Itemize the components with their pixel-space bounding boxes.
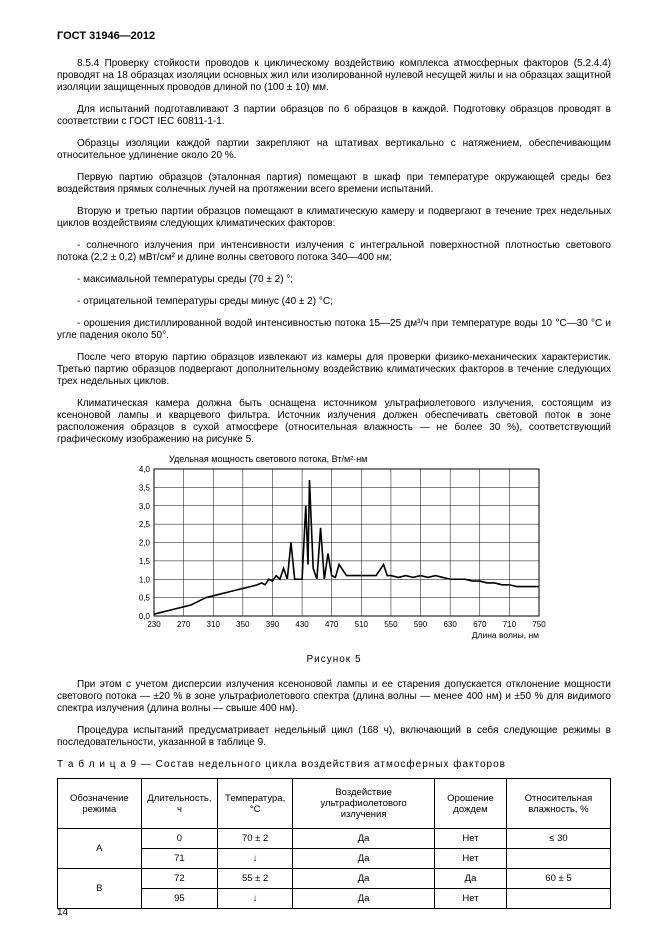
table-header: Относительная влажность, % (506, 779, 610, 829)
svg-text:430: 430 (295, 620, 309, 629)
table-title: Т а б л и ц а 9 — Состав недельного цикл… (57, 759, 611, 770)
svg-text:2,5: 2,5 (139, 520, 151, 529)
paragraph: После чего вторую партию образцов извлек… (57, 352, 611, 388)
table-row: 95↓ДаНет (58, 889, 611, 909)
paragraph: Климатическая камера должна быть оснащен… (57, 398, 611, 446)
table-header: Длительность, ч (141, 779, 218, 829)
paragraph: Вторую и третью партии образцов помещают… (57, 206, 611, 230)
paragraph: Процедура испытаний предусматривает неде… (57, 725, 611, 749)
svg-text:470: 470 (325, 620, 339, 629)
svg-text:590: 590 (414, 620, 428, 629)
svg-text:230: 230 (147, 620, 161, 629)
svg-text:Длина волны, нм: Длина волны, нм (472, 630, 539, 640)
svg-text:3,0: 3,0 (139, 502, 151, 511)
table-header: Обозначение режима (58, 779, 142, 829)
paragraph: При этом с учетом дисперсии излучения кс… (57, 679, 611, 715)
chart-container: Удельная мощность светового потока, Вт/м… (119, 454, 549, 665)
svg-text:350: 350 (236, 620, 250, 629)
paragraph: - максимальной температуры среды (70 ± 2… (57, 274, 611, 286)
svg-text:1,5: 1,5 (139, 557, 151, 566)
table-row: А070 ± 2ДаНет≤ 30 (58, 829, 611, 849)
body-text-2: При этом с учетом дисперсии излучения кс… (57, 679, 611, 749)
paragraph: Для испытаний подготавливают 3 партии об… (57, 104, 611, 128)
spectrum-chart: 230 270 310 350 390 430 470 510 550 590 630 670 710 7… (119, 464, 549, 644)
paragraph: Образцы изоляции каждой партии закрепляю… (57, 138, 611, 162)
svg-text:270: 270 (177, 620, 191, 629)
svg-text:630: 630 (443, 620, 457, 629)
svg-text:0,0: 0,0 (139, 612, 151, 621)
svg-text:2,0: 2,0 (139, 539, 151, 548)
table-row: 71↓ДаНет (58, 849, 611, 869)
table-row: B7255 ± 2ДаДа60 ± 5 (58, 869, 611, 889)
svg-text:750: 750 (532, 620, 546, 629)
doc-header: ГОСТ 31946—2012 (57, 30, 611, 42)
page-number: 14 (57, 907, 68, 918)
svg-text:670: 670 (473, 620, 487, 629)
svg-text:310: 310 (207, 620, 221, 629)
chart-caption: Рисунок 5 (119, 654, 549, 665)
svg-text:3,5: 3,5 (139, 483, 151, 492)
table-header: Воздействие ультрафиолетового излучения (293, 779, 435, 829)
table-header: Температура, °С (218, 779, 293, 829)
svg-text:0,5: 0,5 (139, 594, 151, 603)
paragraph: - солнечного излучения при интенсивности… (57, 240, 611, 264)
paragraph: 8.5.4 Проверку стойкости проводов к цикл… (57, 58, 611, 94)
svg-text:510: 510 (355, 620, 369, 629)
svg-text:4,0: 4,0 (139, 465, 151, 474)
paragraph: - орошения дистиллированной водой интенс… (57, 318, 611, 342)
svg-text:550: 550 (384, 620, 398, 629)
paragraph: Первую партию образцов (эталонная партия… (57, 172, 611, 196)
table-header: Орошение дождем (435, 779, 507, 829)
paragraph: - отрицательной температуры среды минус … (57, 296, 611, 308)
svg-text:710: 710 (503, 620, 517, 629)
weekly-cycle-table: Обозначение режимаДлительность, чТемпера… (57, 778, 611, 909)
svg-text:390: 390 (266, 620, 280, 629)
body-text: 8.5.4 Проверку стойкости проводов к цикл… (57, 58, 611, 446)
svg-text:1,0: 1,0 (139, 575, 151, 584)
chart-title: Удельная мощность светового потока, Вт/м… (169, 454, 549, 464)
